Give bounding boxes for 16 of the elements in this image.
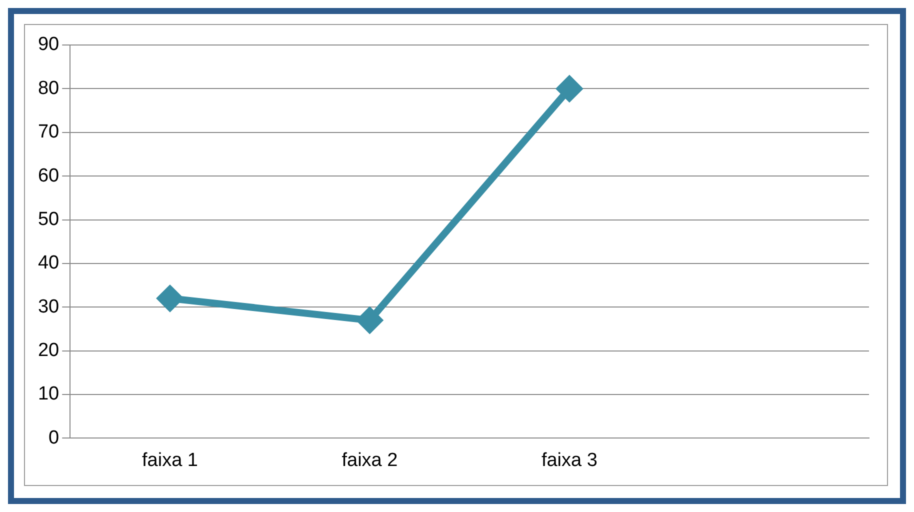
y-tick-label: 20 (38, 340, 60, 362)
y-tick-label: 80 (38, 78, 60, 99)
y-tick-label: 90 (38, 34, 60, 56)
y-tick-label: 60 (38, 165, 60, 186)
y-tick-label: 30 (38, 296, 60, 318)
x-tick-label: faixa 3 (541, 450, 598, 471)
point (556, 76, 582, 102)
y-tick-label: 0 (48, 427, 60, 448)
y-tick-label: 40 (38, 252, 60, 274)
point (157, 286, 182, 311)
x-tick-label: faixa 1 (142, 450, 198, 471)
y-tick-label: 70 (38, 122, 60, 143)
y-tick-label: 10 (38, 384, 60, 405)
x-tick-label: faixa 2 (342, 450, 398, 471)
y-tick-label: 50 (38, 208, 60, 230)
point (357, 308, 382, 333)
